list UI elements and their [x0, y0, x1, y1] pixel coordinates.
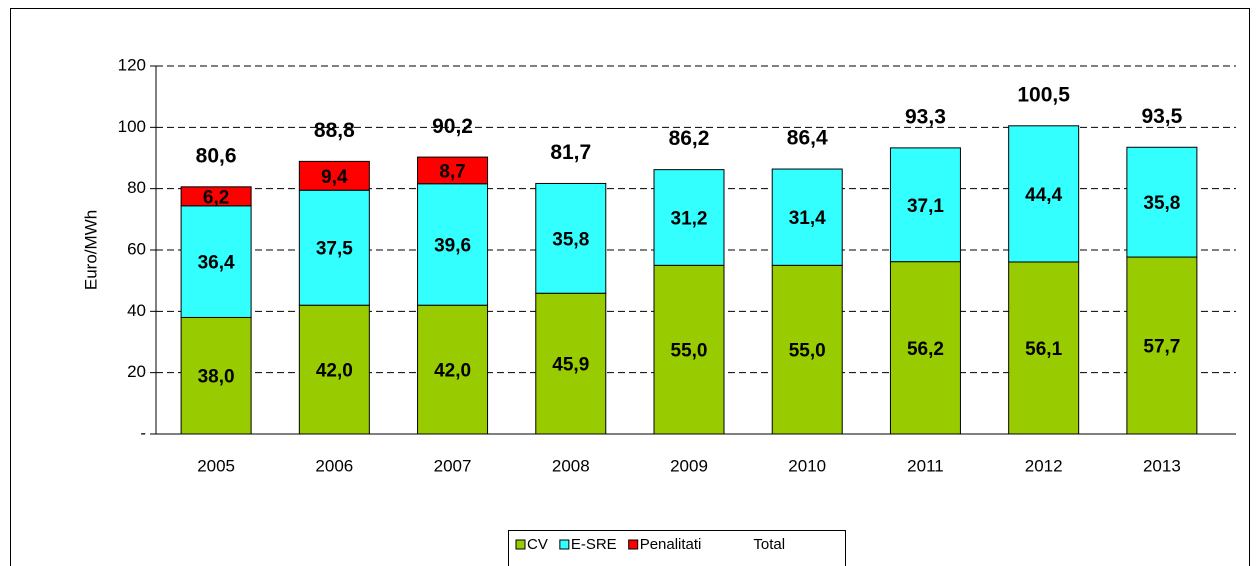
legend-label: CV — [527, 536, 548, 553]
y-tick-label: - — [140, 423, 146, 442]
legend-label: Total — [753, 536, 785, 553]
bar-segment — [417, 156, 489, 185]
x-tick-label: 2009 — [670, 456, 708, 475]
bar-segment — [535, 182, 607, 294]
legend-swatch — [515, 539, 526, 550]
bar-segment — [1008, 261, 1080, 435]
y-tick-label: 120 — [118, 55, 146, 74]
segment-label: 56,1 — [1025, 339, 1062, 360]
total-label: 81,7 — [550, 141, 591, 164]
bar-segment — [298, 160, 370, 191]
segment-label: 31,2 — [671, 209, 708, 230]
bar-segment — [180, 316, 252, 435]
bar-segment — [298, 189, 370, 306]
bar-segment — [771, 264, 843, 435]
bar-segment — [1008, 125, 1080, 263]
segment-label: 36,4 — [198, 253, 235, 274]
bar-segment — [653, 169, 725, 266]
bar-segment — [298, 304, 370, 435]
segment-label: 57,7 — [1143, 337, 1180, 358]
bar-segment — [180, 205, 252, 318]
bar-segment — [889, 147, 961, 263]
segment-label: 37,1 — [907, 196, 944, 217]
y-tick-label: 80 — [127, 178, 146, 197]
x-tick-label: 2013 — [1143, 456, 1181, 475]
segment-label: 56,2 — [907, 339, 944, 360]
segment-label: 37,5 — [316, 239, 353, 260]
total-label: 93,5 — [1141, 105, 1182, 128]
x-tick-label: 2011 — [907, 456, 944, 475]
y-axis-label: Euro/MWh — [81, 210, 100, 290]
x-tick-label: 2005 — [197, 456, 235, 475]
x-tick-label: 2006 — [315, 456, 353, 475]
chart-border — [10, 8, 1250, 566]
segment-label: 35,8 — [1143, 193, 1180, 214]
legend-swatch — [628, 539, 639, 550]
bar-segment — [1126, 146, 1198, 258]
bar-segment — [417, 304, 489, 435]
segment-label: 38,0 — [198, 367, 235, 388]
segment-label: 31,4 — [789, 208, 826, 229]
total-label: 86,4 — [787, 127, 828, 150]
segment-label: 44,4 — [1025, 185, 1062, 206]
bar-segment — [180, 186, 252, 207]
total-label: 86,2 — [669, 127, 710, 150]
y-tick-label: 100 — [118, 117, 146, 136]
legend-label: Penalitati — [640, 536, 702, 553]
y-tick-label: 60 — [127, 239, 146, 258]
segment-label: 39,6 — [434, 235, 471, 256]
x-tick-label: 2008 — [552, 456, 590, 475]
x-tick-label: 2007 — [434, 456, 472, 475]
x-tick-label: 2012 — [1025, 456, 1063, 475]
bar-segment — [653, 264, 725, 435]
bar-segment — [535, 292, 607, 435]
segment-label: 42,0 — [434, 361, 471, 382]
bar-segment — [889, 261, 961, 435]
y-tick-label: 20 — [127, 362, 146, 381]
y-tick-label: 40 — [127, 301, 146, 320]
segment-label: 55,0 — [671, 341, 708, 362]
segment-label: 45,9 — [552, 355, 589, 376]
legend-label: E-SRE — [571, 536, 617, 553]
segment-label: 9,4 — [321, 167, 348, 188]
segment-label: 8,7 — [439, 161, 465, 182]
segment-label: 55,0 — [789, 341, 826, 362]
total-label: 93,3 — [905, 105, 946, 128]
bar-segment — [1126, 256, 1198, 435]
bar-segment — [771, 168, 843, 266]
segment-label: 42,0 — [316, 361, 353, 382]
legend-swatch — [559, 539, 570, 550]
total-label: 100,5 — [1017, 83, 1070, 106]
x-tick-label: 2010 — [788, 456, 826, 475]
segment-label: 35,8 — [552, 229, 589, 250]
total-label: 90,2 — [432, 115, 473, 138]
segment-label: 6,2 — [203, 187, 229, 208]
total-label: 88,8 — [314, 119, 355, 142]
total-label: 80,6 — [196, 144, 237, 167]
